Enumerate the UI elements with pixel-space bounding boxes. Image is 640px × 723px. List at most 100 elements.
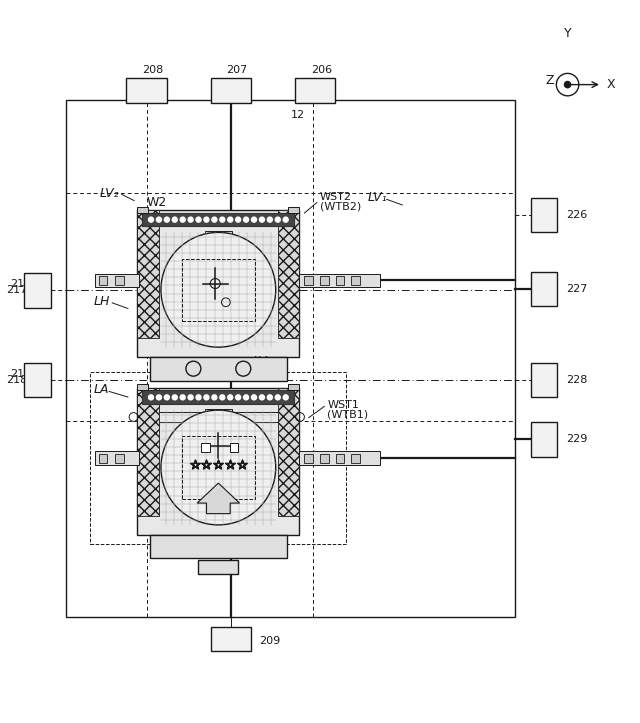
Bar bbox=[99, 454, 108, 463]
Bar bbox=[288, 207, 300, 213]
Circle shape bbox=[236, 395, 241, 400]
Bar bbox=[137, 210, 159, 338]
Circle shape bbox=[156, 395, 161, 400]
Circle shape bbox=[244, 217, 248, 222]
Bar bbox=[137, 207, 148, 213]
Bar bbox=[531, 363, 557, 398]
Text: W1: W1 bbox=[281, 315, 301, 328]
Bar bbox=[211, 78, 251, 103]
Bar bbox=[300, 273, 381, 287]
Circle shape bbox=[244, 395, 248, 400]
Circle shape bbox=[188, 395, 193, 400]
Circle shape bbox=[252, 217, 257, 222]
Bar bbox=[335, 276, 344, 286]
Text: LV₂: LV₂ bbox=[100, 187, 120, 200]
Text: 229: 229 bbox=[566, 435, 588, 445]
Bar bbox=[150, 534, 287, 558]
Bar bbox=[305, 276, 313, 286]
Bar bbox=[142, 390, 294, 404]
Text: LA: LA bbox=[93, 383, 109, 396]
Circle shape bbox=[164, 217, 170, 222]
Bar bbox=[150, 357, 287, 380]
Circle shape bbox=[156, 217, 161, 222]
Text: Y: Y bbox=[564, 27, 572, 40]
Text: 218: 218 bbox=[6, 375, 28, 385]
Text: Z: Z bbox=[545, 74, 554, 87]
Circle shape bbox=[172, 395, 177, 400]
Circle shape bbox=[161, 410, 276, 525]
Text: WST2: WST2 bbox=[320, 192, 352, 202]
Circle shape bbox=[275, 217, 280, 222]
Bar bbox=[278, 210, 300, 338]
Bar bbox=[115, 454, 124, 463]
Circle shape bbox=[283, 217, 288, 222]
Bar bbox=[305, 454, 313, 463]
Circle shape bbox=[212, 217, 217, 222]
Bar bbox=[335, 454, 344, 463]
Circle shape bbox=[148, 217, 154, 222]
Circle shape bbox=[252, 395, 257, 400]
Bar bbox=[278, 388, 300, 515]
Circle shape bbox=[268, 395, 273, 400]
Text: W2: W2 bbox=[147, 196, 167, 209]
Bar bbox=[126, 78, 167, 103]
Bar bbox=[24, 363, 51, 398]
Bar bbox=[137, 388, 300, 534]
Bar bbox=[351, 276, 360, 286]
Text: X: X bbox=[606, 78, 615, 91]
Text: 12: 12 bbox=[291, 110, 305, 120]
Text: LV₁: LV₁ bbox=[368, 191, 388, 204]
Text: 207: 207 bbox=[227, 64, 248, 74]
Bar bbox=[211, 627, 251, 651]
Circle shape bbox=[220, 395, 225, 400]
Bar bbox=[205, 231, 232, 244]
Circle shape bbox=[196, 395, 201, 400]
Circle shape bbox=[148, 395, 154, 400]
Bar bbox=[182, 437, 255, 499]
Circle shape bbox=[228, 217, 233, 222]
Bar bbox=[198, 560, 238, 574]
Bar bbox=[531, 272, 557, 307]
Bar bbox=[320, 276, 329, 286]
Circle shape bbox=[180, 217, 185, 222]
Bar bbox=[201, 443, 210, 452]
Circle shape bbox=[188, 217, 193, 222]
Bar bbox=[137, 210, 300, 357]
Bar bbox=[90, 372, 346, 544]
Text: LV₀: LV₀ bbox=[253, 355, 272, 368]
Bar bbox=[205, 409, 232, 422]
Circle shape bbox=[180, 395, 185, 400]
Text: (WTB2): (WTB2) bbox=[320, 202, 361, 212]
Text: 208: 208 bbox=[142, 64, 163, 74]
Text: 218: 218 bbox=[10, 369, 31, 379]
Text: (WTB1): (WTB1) bbox=[328, 409, 369, 419]
Text: 217: 217 bbox=[6, 286, 28, 296]
Text: 217: 217 bbox=[10, 278, 31, 288]
Text: 227: 227 bbox=[566, 284, 588, 294]
Text: 206: 206 bbox=[310, 64, 332, 74]
Bar bbox=[137, 412, 296, 422]
Circle shape bbox=[564, 82, 571, 87]
Bar bbox=[295, 78, 335, 103]
Bar bbox=[182, 259, 255, 321]
Circle shape bbox=[259, 217, 264, 222]
Bar bbox=[137, 388, 159, 515]
Bar bbox=[99, 276, 108, 286]
Bar bbox=[115, 276, 124, 286]
Text: 209: 209 bbox=[259, 636, 280, 646]
Bar bbox=[24, 273, 51, 307]
Bar bbox=[95, 273, 138, 287]
Circle shape bbox=[196, 217, 201, 222]
Circle shape bbox=[228, 395, 233, 400]
Text: 228: 228 bbox=[566, 375, 588, 385]
Text: LH: LH bbox=[93, 294, 110, 307]
Circle shape bbox=[283, 395, 288, 400]
Circle shape bbox=[204, 217, 209, 222]
Bar bbox=[300, 451, 381, 465]
Circle shape bbox=[259, 395, 264, 400]
Bar bbox=[137, 384, 148, 390]
Bar bbox=[65, 100, 515, 617]
Text: WST1: WST1 bbox=[328, 400, 359, 410]
Circle shape bbox=[212, 395, 217, 400]
Text: 14: 14 bbox=[303, 276, 318, 289]
